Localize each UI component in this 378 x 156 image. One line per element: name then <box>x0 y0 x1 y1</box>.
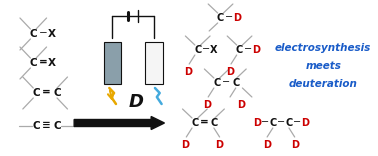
Text: C: C <box>32 121 40 131</box>
Text: D: D <box>203 100 211 110</box>
Text: C: C <box>53 121 61 131</box>
Text: D: D <box>291 140 299 150</box>
Text: =: = <box>39 57 47 67</box>
Bar <box>146 42 163 84</box>
Text: C: C <box>217 13 224 23</box>
Text: D: D <box>129 93 143 111</box>
Text: D: D <box>181 140 189 150</box>
Text: deuteration: deuteration <box>289 79 358 89</box>
Text: −: − <box>261 117 269 127</box>
Text: D: D <box>263 140 271 150</box>
FancyArrow shape <box>74 117 164 129</box>
Text: X: X <box>47 29 55 39</box>
Text: −: − <box>293 117 302 127</box>
Text: C: C <box>53 88 61 98</box>
Text: −: − <box>277 117 285 127</box>
Text: C: C <box>213 78 220 88</box>
Text: D: D <box>301 118 309 128</box>
Text: D: D <box>253 118 261 128</box>
Text: C: C <box>29 29 37 39</box>
Text: −: − <box>222 77 230 87</box>
Text: C: C <box>29 58 37 68</box>
Text: D: D <box>233 13 241 23</box>
Text: D: D <box>184 67 192 77</box>
Bar <box>104 42 121 84</box>
Text: D: D <box>237 100 245 110</box>
Text: −: − <box>225 12 233 22</box>
Text: ≡: ≡ <box>42 120 51 130</box>
Text: C: C <box>210 118 217 128</box>
Text: C: C <box>269 118 276 128</box>
Text: C: C <box>191 118 198 128</box>
Text: C: C <box>194 45 201 55</box>
Text: X: X <box>47 58 55 68</box>
Text: C: C <box>236 45 243 55</box>
Text: X: X <box>210 45 218 55</box>
Text: D: D <box>252 45 260 55</box>
Text: meets: meets <box>305 61 341 71</box>
Text: −: − <box>39 28 47 38</box>
Text: =: = <box>200 117 209 127</box>
Text: −: − <box>244 44 252 54</box>
Text: C: C <box>32 88 40 98</box>
Text: D: D <box>226 67 234 77</box>
Text: =: = <box>42 87 51 97</box>
Text: C: C <box>285 118 293 128</box>
Text: C: C <box>232 78 239 88</box>
Text: −: − <box>202 44 210 54</box>
Text: electrosynthesis: electrosynthesis <box>275 43 371 53</box>
Text: D: D <box>215 140 224 150</box>
